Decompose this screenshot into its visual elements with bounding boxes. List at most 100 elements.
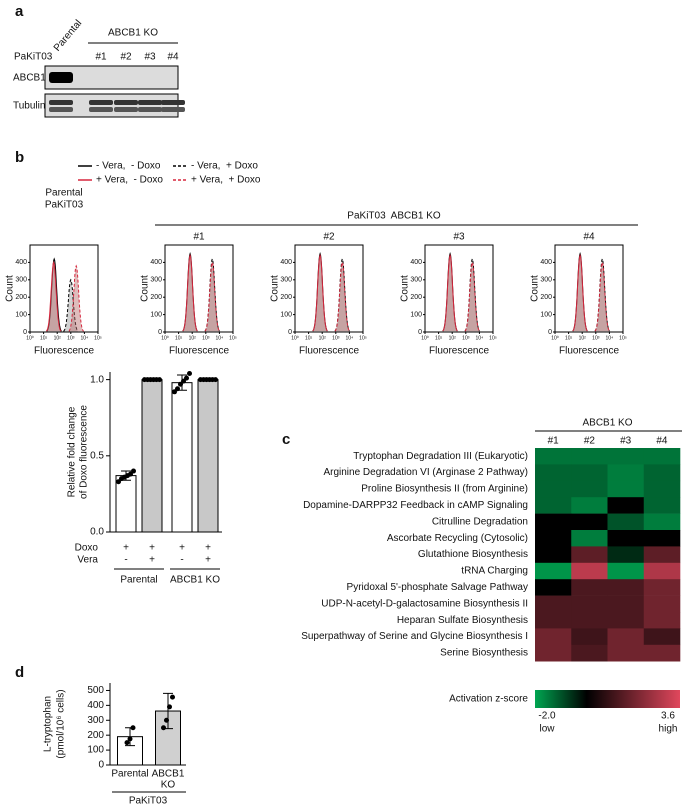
blot (44, 65, 179, 90)
lane-label: #4 (167, 52, 179, 63)
x-tick-label: 10⁵ (489, 335, 497, 341)
axis-title: Relative fold change (67, 406, 78, 497)
x-tick-label: 10⁰ (551, 335, 559, 341)
heatmap-cell (607, 595, 645, 613)
data-point (170, 694, 175, 700)
x-tick-label: 10⁴ (216, 335, 224, 341)
condition-label: Vera (77, 555, 98, 566)
heatmap-cell (607, 562, 645, 580)
blot (44, 93, 179, 118)
axis-title: Count (530, 275, 541, 302)
group-label: ABCB1 KO (170, 575, 220, 586)
column-label: #4 (656, 436, 668, 447)
data-point (116, 479, 121, 485)
histogram (68, 264, 84, 332)
group-label: PaKiT03 (129, 796, 168, 807)
heatmap-cell (643, 546, 681, 564)
heatmap-cell (607, 497, 645, 514)
legend-label: - Vera, + Doxo (191, 161, 258, 172)
y-tick-label: 0 (548, 329, 552, 336)
heatmap-cell (571, 579, 608, 596)
y-tick-label: 0 (288, 329, 292, 336)
axis-title: L-tryptophan (43, 696, 54, 752)
y-tick-label: 300 (540, 277, 552, 284)
condition-sign: - (180, 555, 183, 566)
y-tick-label: 300 (15, 277, 27, 284)
y-tick-label: 100 (280, 311, 292, 318)
y-tick-label: 400 (150, 259, 162, 266)
data-point (157, 377, 162, 383)
histogram (442, 253, 458, 332)
heatmap-cell (571, 628, 608, 646)
histogram (45, 260, 62, 332)
heatmap-cell (643, 513, 681, 531)
row-label: Tryptophan Degradation III (Eukaryotic) (353, 451, 528, 462)
y-tick-label: 400 (540, 259, 552, 266)
group-label: Parental (120, 575, 157, 586)
panel-title: PaKiT03 (45, 200, 84, 211)
lane-label: #2 (120, 52, 132, 63)
heatmap-cell (535, 513, 572, 531)
axis-title: of Doxo fluorescence (79, 405, 90, 499)
condition-sign: + (149, 555, 155, 566)
condition-sign: + (205, 543, 211, 554)
heatmap-cell (535, 579, 572, 596)
y-tick-label: 100 (15, 311, 27, 318)
blot-label: Tubulin (13, 101, 45, 112)
heatmap-cell (643, 595, 681, 613)
x-tick-label: 10¹ (175, 335, 183, 341)
band (138, 107, 162, 112)
heatmap-cell (571, 562, 608, 580)
legend-label: - Vera, - Doxo (96, 161, 161, 172)
y-tick-label: 200 (150, 294, 162, 301)
x-tick-label: 10² (189, 335, 197, 341)
bar (197, 379, 219, 533)
y-tick-label: 1.0 (90, 374, 104, 385)
colorbar-tick-label: 3.6 (661, 711, 675, 722)
group-label: ABCB1 KO (108, 28, 158, 39)
y-tick-label: 0 (158, 329, 162, 336)
group-title: PaKiT03 ABCB1 KO (347, 211, 441, 222)
data-point (178, 381, 183, 387)
band (89, 107, 113, 112)
y-tick-label: 0.0 (90, 527, 104, 538)
x-tick-label: 10⁴ (606, 335, 614, 341)
y-tick-label: 300 (87, 715, 104, 726)
plot-frame (29, 244, 99, 333)
heatmap-cell (571, 644, 608, 662)
column-label: #1 (548, 436, 560, 447)
panel-title: #2 (323, 232, 335, 243)
y-tick-label: 200 (15, 294, 27, 301)
y-tick-label: 300 (410, 277, 422, 284)
x-tick-label: 10¹ (305, 335, 313, 341)
y-tick-label: 400 (280, 259, 292, 266)
x-tick-label: Parental (111, 769, 148, 780)
axis-title: (pmol/10⁶ cells) (56, 689, 67, 758)
y-tick-label: 400 (15, 259, 27, 266)
x-tick-label: 10³ (202, 335, 210, 341)
panel-label: a (15, 3, 24, 20)
heatmap-cell (535, 628, 572, 646)
colorbar (535, 690, 680, 708)
condition-sign: + (205, 555, 211, 566)
row-label: Glutathione Biosynthesis (418, 549, 528, 560)
row-label: Ascorbate Recycling (Cytosolic) (387, 533, 528, 544)
x-tick-label: 10³ (67, 335, 75, 341)
x-tick-label: 10⁵ (619, 335, 627, 341)
band (49, 72, 73, 83)
data-point (167, 704, 172, 710)
blot-label: ABCB1 (13, 73, 46, 84)
data-point (213, 377, 218, 383)
colorbar-title: Activation z-score (449, 694, 528, 705)
heatmap-cell (535, 562, 572, 580)
plot-frame (554, 244, 624, 333)
row-label: Serine Biosynthesis (440, 648, 528, 659)
heatmap-cell (643, 530, 681, 547)
panel-title: #4 (583, 232, 595, 243)
legend-label: + Vera, - Doxo (96, 175, 163, 186)
heatmap-cell (571, 464, 608, 482)
x-tick-label: 10¹ (40, 335, 48, 341)
heatmap-cell (571, 612, 608, 629)
x-tick-label: 10⁵ (359, 335, 367, 341)
